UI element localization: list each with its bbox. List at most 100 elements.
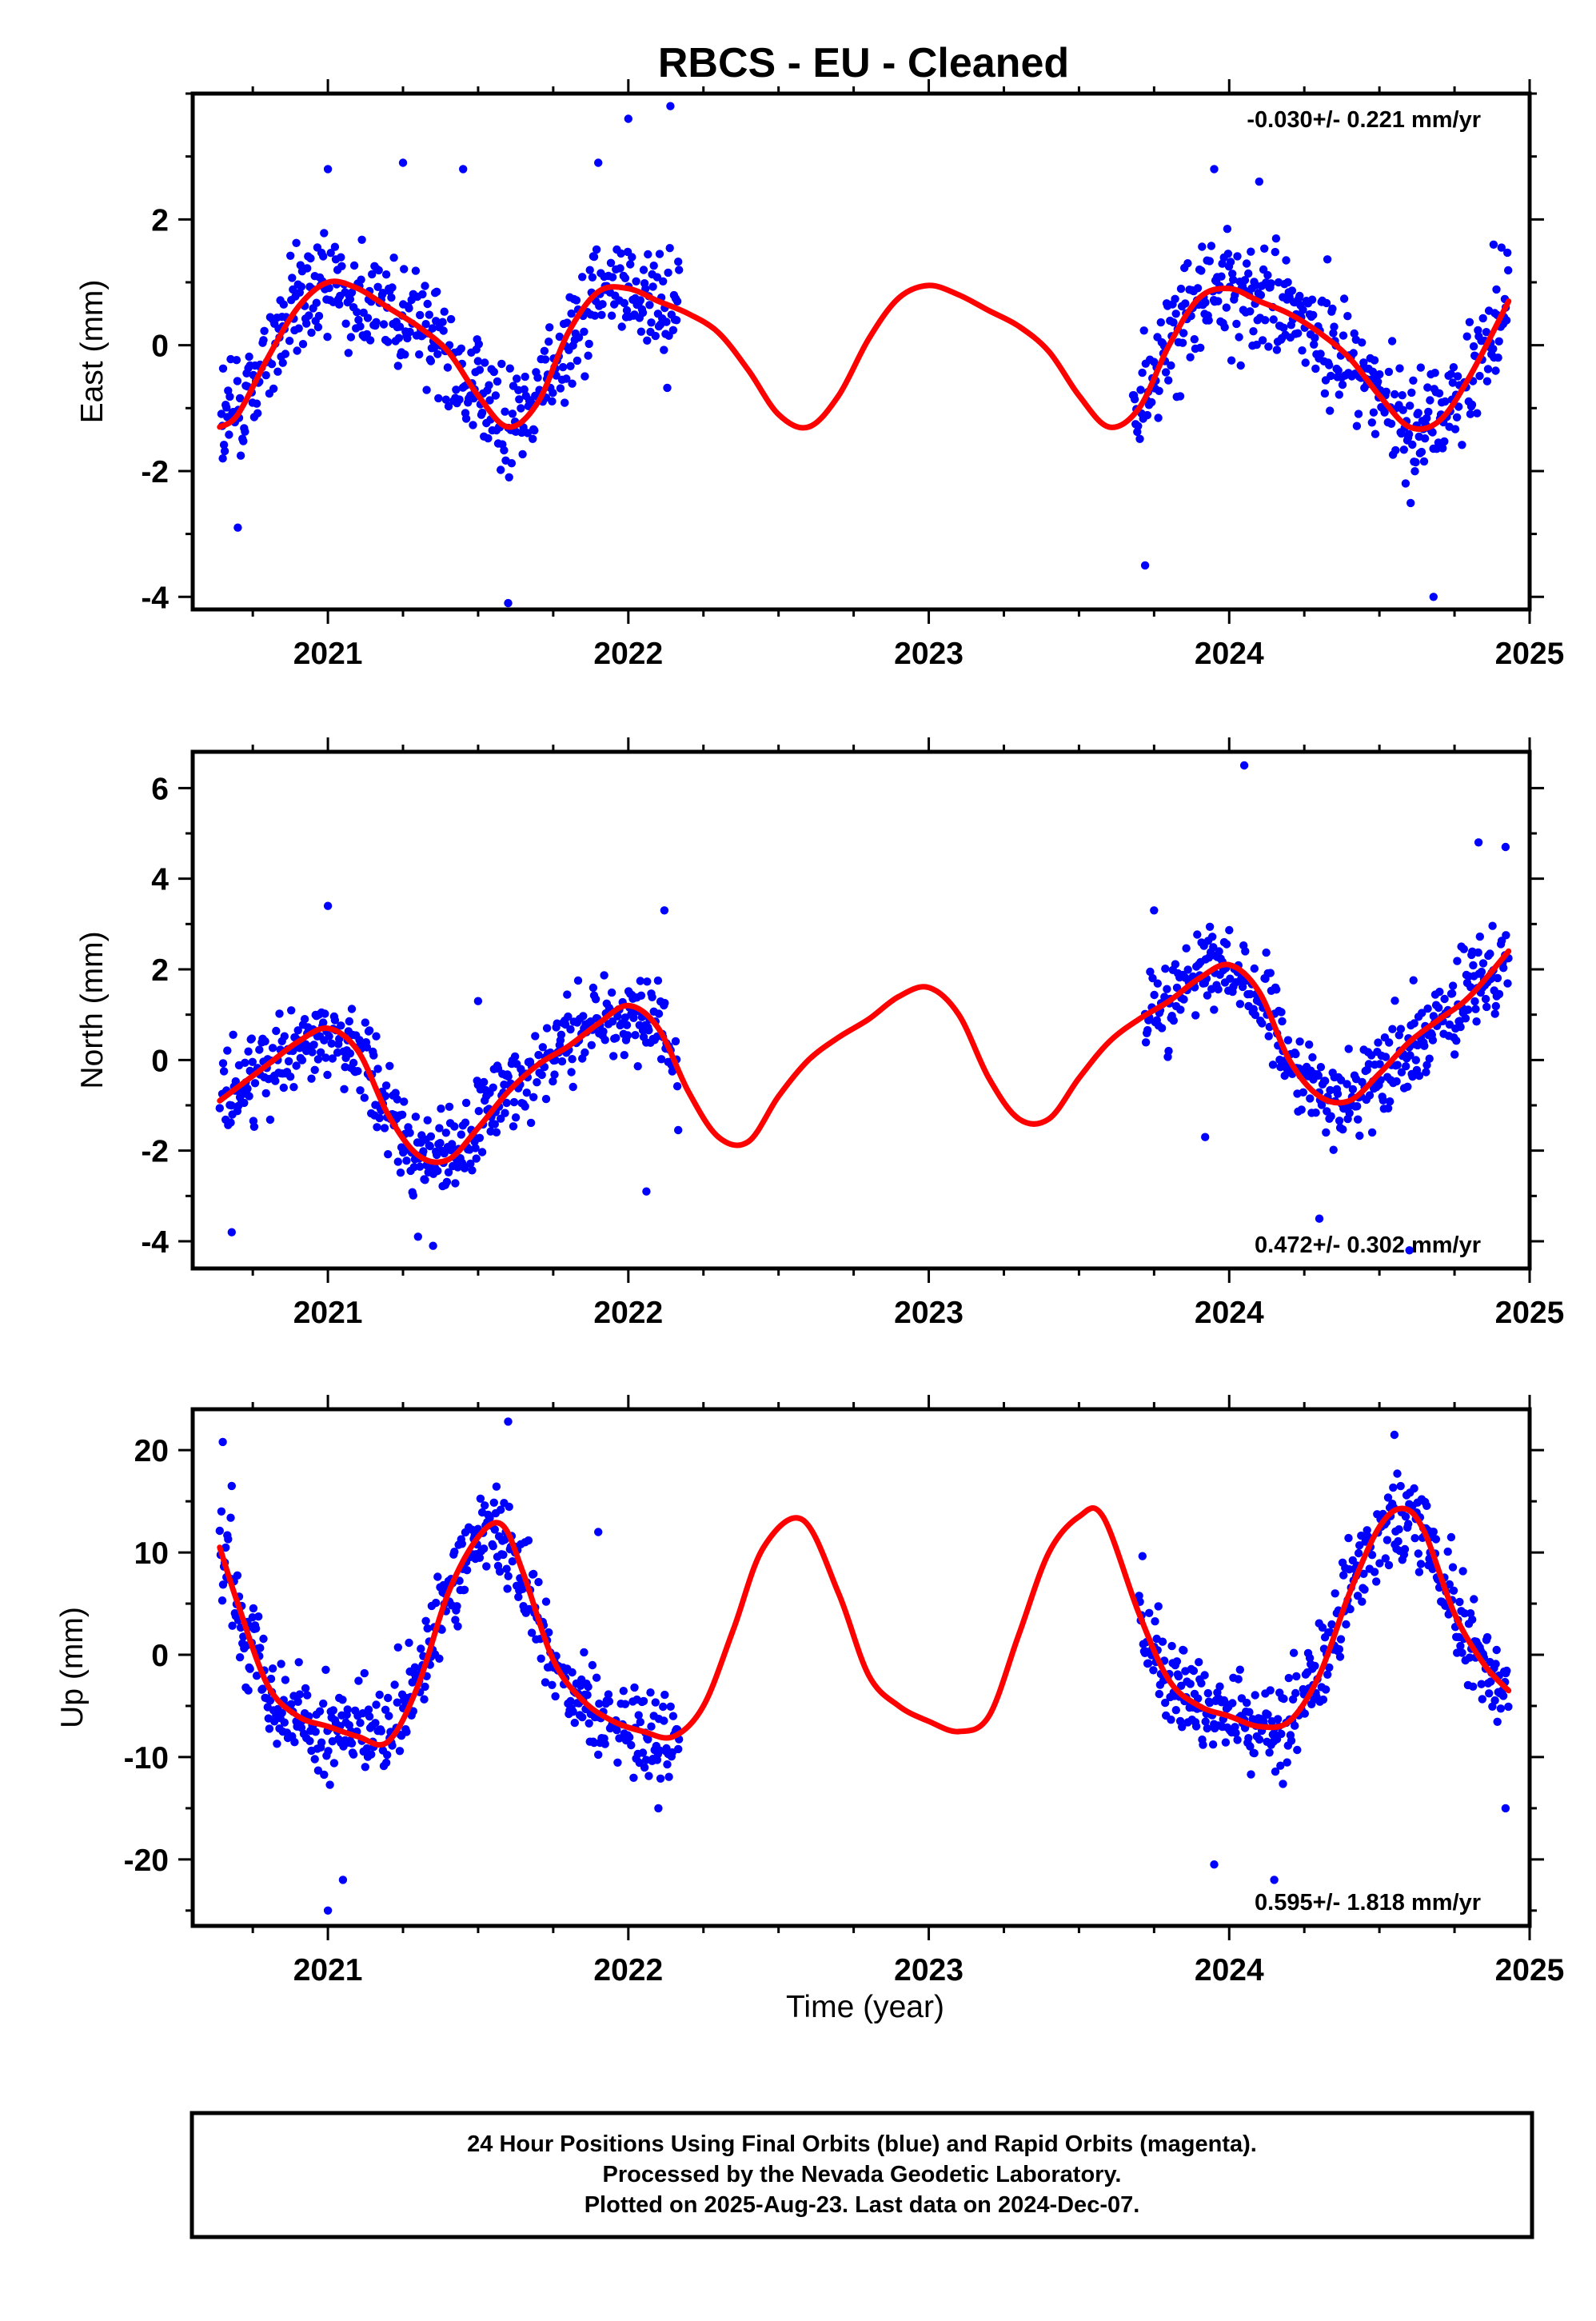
data-point (500, 445, 509, 455)
data-point (1277, 1729, 1286, 1739)
data-point (643, 336, 652, 345)
data-point (1174, 1672, 1183, 1681)
data-point (419, 1147, 428, 1156)
data-point (623, 1031, 632, 1040)
data-point (1416, 363, 1426, 372)
data-point (259, 336, 268, 345)
data-point (1288, 1695, 1298, 1704)
data-point (457, 1130, 465, 1139)
data-point (298, 340, 308, 349)
panel-0: 2021 2022 2023 2024 2025 -4 -2 0 2 East (mm) -0.03… (75, 79, 1564, 671)
data-point (489, 367, 498, 377)
data-point (1309, 310, 1318, 320)
data-point (418, 290, 427, 299)
data-point (461, 1118, 470, 1127)
data-point (1222, 940, 1231, 949)
data-point (395, 1747, 405, 1756)
data-point (1283, 278, 1292, 287)
data-point (1295, 291, 1304, 301)
data-point (1469, 342, 1478, 351)
data-point (654, 1804, 663, 1813)
data-point (433, 350, 442, 358)
data-point (1494, 354, 1502, 362)
data-point (1387, 419, 1396, 428)
data-point (550, 1070, 559, 1079)
data-point (1423, 383, 1432, 392)
data-point (1198, 242, 1207, 251)
data-point (325, 1032, 333, 1041)
data-point (436, 1139, 445, 1148)
data-point (309, 1041, 318, 1049)
data-point (584, 1682, 593, 1692)
data-point (445, 1102, 454, 1112)
data-point (594, 158, 603, 167)
data-point (241, 1058, 249, 1068)
data-point (534, 1577, 543, 1587)
data-point (1388, 1025, 1397, 1033)
x-tick-label: 2023 (894, 637, 964, 671)
data-point (592, 245, 601, 254)
data-point (409, 1707, 417, 1716)
data-point (303, 1691, 312, 1700)
data-point (340, 1085, 349, 1094)
data-point (1204, 316, 1213, 325)
data-point (580, 1648, 589, 1657)
data-point (581, 372, 589, 381)
data-point (1482, 377, 1492, 386)
data-point (329, 1706, 337, 1715)
data-point (1498, 1692, 1508, 1700)
data-point (545, 338, 553, 346)
data-point (1287, 286, 1297, 295)
data-point (269, 384, 278, 393)
data-point (1367, 1128, 1377, 1137)
footer-box (190, 2111, 1534, 2239)
data-point (1443, 1547, 1452, 1556)
data-point (1414, 1549, 1423, 1558)
data-point (1172, 983, 1182, 993)
data-point (1279, 1780, 1287, 1788)
data-point (395, 322, 405, 331)
data-point (1149, 1666, 1158, 1675)
data-point (474, 1107, 483, 1116)
data-point (1301, 358, 1310, 367)
data-point (674, 1125, 683, 1135)
data-point (233, 1571, 242, 1580)
data-point (492, 1482, 501, 1491)
rate-text: 0.472+/- 0.302 mm/yr (1255, 1232, 1481, 1258)
y-tick-label: 2 (151, 953, 169, 988)
data-point (1326, 406, 1335, 415)
data-point (1450, 425, 1460, 433)
data-point (1205, 922, 1215, 932)
data-point (441, 1129, 450, 1137)
data-point (1151, 1617, 1159, 1626)
data-point (541, 1597, 551, 1606)
data-point (1482, 1632, 1492, 1642)
data-point (1138, 1552, 1147, 1560)
data-point (604, 1690, 613, 1699)
data-point (1367, 418, 1377, 427)
data-point (660, 998, 669, 1008)
data-point (592, 1673, 601, 1682)
data-point (508, 1557, 517, 1566)
data-point (620, 1051, 628, 1060)
data-point (644, 250, 652, 259)
data-point (1483, 365, 1493, 374)
data-point (1322, 1128, 1331, 1137)
data-point (245, 1664, 254, 1673)
data-point (482, 1562, 491, 1571)
data-point (1330, 322, 1339, 331)
data-point (1469, 1682, 1478, 1691)
y-tick-label: 10 (134, 1536, 169, 1571)
data-point (1339, 1125, 1347, 1134)
data-point (405, 327, 414, 337)
data-point (1400, 1544, 1410, 1554)
data-point (374, 266, 383, 275)
data-point (1430, 369, 1439, 378)
data-point (280, 1032, 289, 1041)
data-point (354, 315, 363, 325)
data-point (396, 1168, 405, 1177)
data-point (421, 282, 429, 290)
data-point (400, 1097, 409, 1106)
data-point (475, 366, 485, 374)
data-point (1466, 409, 1475, 418)
